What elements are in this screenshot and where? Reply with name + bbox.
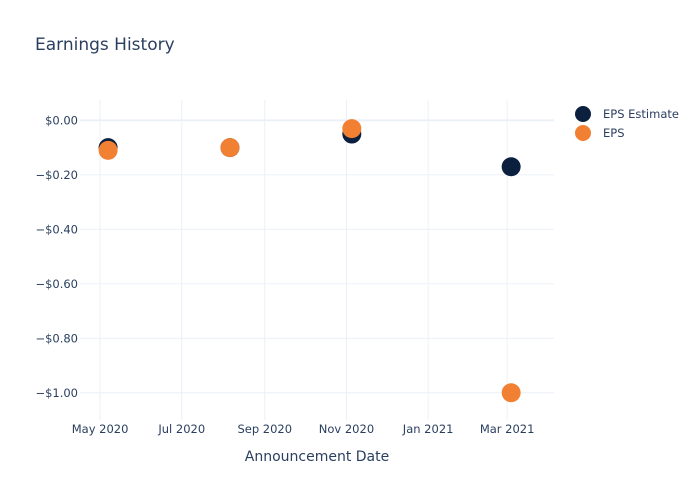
- y-tick-label: −$0.20: [35, 168, 78, 182]
- legend-label: EPS: [603, 126, 625, 140]
- y-tick-label: −$0.80: [35, 331, 78, 345]
- legend-marker-icon: [575, 125, 591, 141]
- data-points[interactable]: [98, 119, 521, 403]
- data-point[interactable]: [501, 383, 521, 403]
- y-tick-label: −$1.00: [35, 386, 78, 400]
- legend[interactable]: EPS Estimate EPS: [575, 106, 679, 141]
- x-axis-title: Announcement Date: [245, 449, 389, 465]
- x-tick-label: Sep 2020: [237, 422, 292, 436]
- y-tick-label: −$0.60: [35, 277, 78, 291]
- data-point[interactable]: [98, 140, 118, 160]
- legend-label: EPS Estimate: [603, 107, 679, 121]
- x-tick-label: Nov 2020: [319, 422, 374, 436]
- y-tick-label: −$0.40: [35, 222, 78, 236]
- chart-title: Earnings History: [35, 35, 175, 55]
- x-tick-label: Jan 2021: [402, 422, 454, 436]
- y-tick-label: $0.00: [45, 113, 78, 127]
- data-point[interactable]: [220, 138, 240, 158]
- tick-labels: May 2020 Jul 2020 Sep 2020 Nov 2020 Jan 2021…: [35, 113, 534, 436]
- legend-item-0[interactable]: EPS Estimate: [575, 106, 679, 122]
- series-1[interactable]: [98, 119, 521, 403]
- data-point[interactable]: [342, 119, 362, 139]
- x-tick-label: May 2020: [72, 422, 129, 436]
- x-tick-label: Jul 2020: [157, 422, 205, 436]
- x-tick-label: Mar 2021: [480, 422, 535, 436]
- legend-item-1[interactable]: EPS: [575, 125, 625, 141]
- legend-marker-icon: [575, 106, 591, 122]
- data-point[interactable]: [501, 157, 521, 177]
- gridlines: [80, 100, 554, 420]
